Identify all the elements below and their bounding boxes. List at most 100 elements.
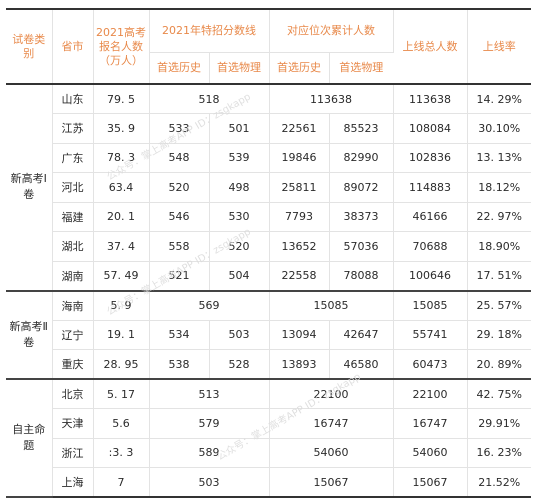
table-row: 湖北 37. 4 558 520 13652 57036 70688 18.90% bbox=[6, 231, 531, 262]
table-row: 重庆 28. 95 538 528 13893 46580 60473 20. 89% bbox=[6, 349, 531, 380]
score-table-frame: 试卷类别 省市 2021高考报名人数（万人） 2021年特招分数线 对应位次累计… bbox=[6, 8, 531, 498]
table-row: 福建 20. 1 546 530 7793 38373 46166 22. 97% bbox=[6, 202, 531, 232]
group-label: 自主命题 bbox=[6, 379, 53, 498]
cell-province: 海南 bbox=[52, 290, 94, 321]
cell-cum-physics: 42647 bbox=[329, 320, 394, 350]
cell-province: 浙江 bbox=[52, 438, 94, 468]
cell-rate: 16. 23% bbox=[467, 438, 531, 468]
cell-total: 114883 bbox=[393, 172, 468, 203]
table-row: 江苏 35. 9 533 501 22561 85523 108084 30.10% bbox=[6, 113, 531, 144]
cell-cum-history: 13893 bbox=[269, 349, 330, 380]
cell-line-history: 521 bbox=[149, 261, 210, 292]
cell-applicants: 19. 1 bbox=[93, 320, 150, 350]
header-group: 试卷类别 bbox=[6, 8, 53, 85]
table-row: 自主命题 北京 5. 17 513 22100 22100 42. 75% bbox=[6, 379, 531, 498]
cell-line-merged: 579 bbox=[149, 408, 270, 439]
cell-rate: 29. 18% bbox=[467, 320, 531, 350]
cell-province: 江苏 bbox=[52, 113, 94, 144]
cell-applicants: 35. 9 bbox=[93, 113, 150, 144]
table-body: 新高考Ⅰ卷 山东 79. 5 518 113638 113638 14. 29% 江苏 35. … bbox=[6, 84, 531, 498]
table-row: 湖南 57. 49 521 504 22558 78088 100646 17. 51% bbox=[6, 261, 531, 292]
cell-applicants: :3. 3 bbox=[93, 438, 150, 468]
cell-total: 102836 bbox=[393, 143, 468, 173]
score-table: 试卷类别 省市 2021高考报名人数（万人） 2021年特招分数线 对应位次累计… bbox=[6, 8, 531, 498]
cell-cum-physics: 38373 bbox=[329, 202, 394, 232]
cell-cum-merged: 16747 bbox=[269, 408, 394, 439]
cell-line-history: 533 bbox=[149, 113, 210, 144]
header-line-history: 首选历史 bbox=[149, 52, 210, 85]
table-row: 辽宁 19. 1 534 503 13094 42647 55741 29. 18% bbox=[6, 320, 531, 350]
cell-rate: 13. 13% bbox=[467, 143, 531, 173]
cell-line-physics: 504 bbox=[209, 261, 270, 292]
cell-cum-physics: 82990 bbox=[329, 143, 394, 173]
cell-cum-history: 19846 bbox=[269, 143, 330, 173]
cell-line-merged: 513 bbox=[149, 379, 270, 409]
table-header: 试卷类别 省市 2021高考报名人数（万人） 2021年特招分数线 对应位次累计… bbox=[6, 8, 531, 85]
cell-line-physics: 520 bbox=[209, 231, 270, 262]
cell-province: 山东 bbox=[52, 84, 94, 114]
cell-province: 湖南 bbox=[52, 261, 94, 292]
cell-cum-physics: 89072 bbox=[329, 172, 394, 203]
cell-rate: 21.52% bbox=[467, 467, 531, 498]
cell-province: 天津 bbox=[52, 408, 94, 439]
group-label: 新高考Ⅱ卷 bbox=[6, 290, 53, 380]
cell-line-physics: 539 bbox=[209, 143, 270, 173]
cell-total: 108084 bbox=[393, 113, 468, 144]
cell-applicants: 57. 49 bbox=[93, 261, 150, 292]
cell-rate: 42. 75% bbox=[467, 379, 531, 409]
cell-cum-merged: 54060 bbox=[269, 438, 394, 468]
cell-cum-history: 25811 bbox=[269, 172, 330, 203]
cell-province: 湖北 bbox=[52, 231, 94, 262]
cell-total: 22100 bbox=[393, 379, 468, 409]
cell-province: 重庆 bbox=[52, 349, 94, 380]
cell-total: 113638 bbox=[393, 84, 468, 114]
group-label: 新高考Ⅰ卷 bbox=[6, 84, 53, 292]
cell-province: 河北 bbox=[52, 172, 94, 203]
header-cum-history: 首选历史 bbox=[269, 52, 330, 85]
cell-cum-history: 13094 bbox=[269, 320, 330, 350]
header-total: 上线总人数 bbox=[393, 8, 468, 85]
header-rate: 上线率 bbox=[467, 8, 531, 85]
cell-cum-history: 22561 bbox=[269, 113, 330, 144]
cell-line-merged: 518 bbox=[149, 84, 270, 114]
cell-cum-history: 22558 bbox=[269, 261, 330, 292]
cell-line-physics: 498 bbox=[209, 172, 270, 203]
cell-rate: 22. 97% bbox=[467, 202, 531, 232]
cell-applicants: 37. 4 bbox=[93, 231, 150, 262]
cell-rate: 18.12% bbox=[467, 172, 531, 203]
cell-line-history: 546 bbox=[149, 202, 210, 232]
cell-total: 15067 bbox=[393, 467, 468, 498]
cell-line-history: 538 bbox=[149, 349, 210, 380]
table-row: 河北 63.4 520 498 25811 89072 114883 18.12% bbox=[6, 172, 531, 203]
header-province: 省市 bbox=[52, 8, 94, 85]
table-row: 广东 78. 3 548 539 19846 82990 102836 13. 13% bbox=[6, 143, 531, 173]
cell-line-merged: 503 bbox=[149, 467, 270, 498]
cell-cum-merged: 15067 bbox=[269, 467, 394, 498]
cell-applicants: 63.4 bbox=[93, 172, 150, 203]
cell-applicants: 79. 5 bbox=[93, 84, 150, 114]
cell-applicants: 5. 17 bbox=[93, 379, 150, 409]
header-special-line: 2021年特招分数线 bbox=[149, 8, 270, 53]
cell-rate: 20. 89% bbox=[467, 349, 531, 380]
header-line-physics: 首选物理 bbox=[209, 52, 270, 85]
table-row: 上海 7 503 15067 15067 21.52% bbox=[6, 467, 531, 498]
cell-rate: 17. 51% bbox=[467, 261, 531, 292]
header-cum-physics: 首选物理 bbox=[329, 52, 393, 85]
cell-applicants: 7 bbox=[93, 467, 150, 498]
cell-province: 福建 bbox=[52, 202, 94, 232]
cell-total: 70688 bbox=[393, 231, 468, 262]
cell-line-history: 520 bbox=[149, 172, 210, 203]
cell-total: 100646 bbox=[393, 261, 468, 292]
table-row: 天津 5.6 579 16747 16747 29.91% bbox=[6, 408, 531, 439]
table-row: 新高考Ⅰ卷 山东 79. 5 518 113638 113638 14. 29% bbox=[6, 84, 531, 292]
cell-rate: 25. 57% bbox=[467, 290, 531, 321]
header-cumulative: 对应位次累计人数 bbox=[269, 8, 394, 53]
cell-cum-merged: 15085 bbox=[269, 290, 394, 321]
cell-total: 15085 bbox=[393, 290, 468, 321]
cell-cum-physics: 46580 bbox=[329, 349, 394, 380]
cell-cum-history: 7793 bbox=[269, 202, 330, 232]
cell-total: 46166 bbox=[393, 202, 468, 232]
cell-line-merged: 569 bbox=[149, 290, 270, 321]
cell-rate: 30.10% bbox=[467, 113, 531, 144]
cell-line-history: 534 bbox=[149, 320, 210, 350]
